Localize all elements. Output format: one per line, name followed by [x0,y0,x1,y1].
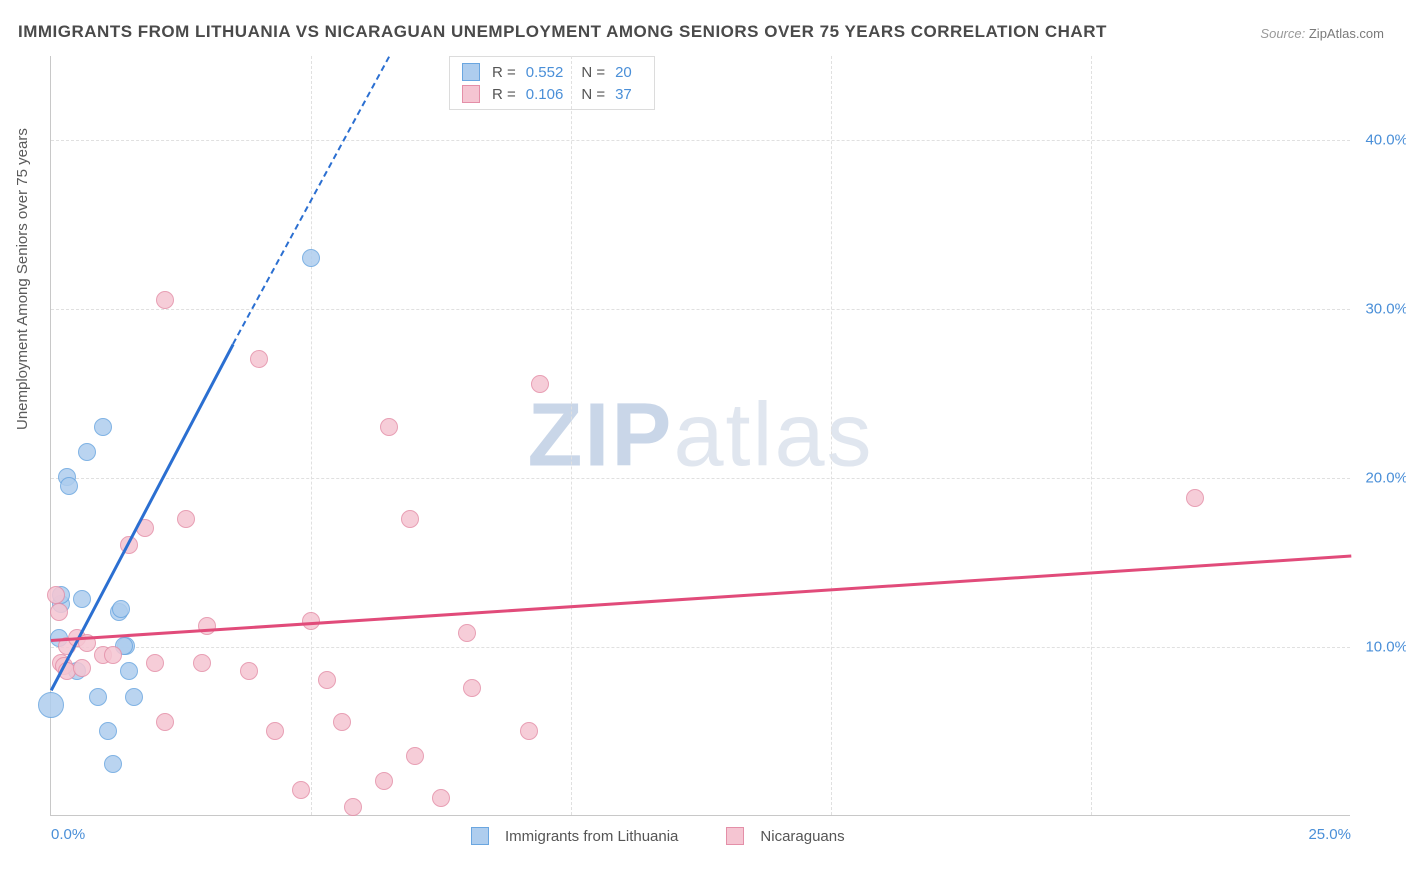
watermark: ZIPatlas [527,384,873,487]
y-tick-label: 40.0% [1358,132,1406,149]
scatter-point [50,603,68,621]
scatter-point [333,713,351,731]
scatter-point [401,510,419,528]
y-tick-label: 20.0% [1358,470,1406,487]
scatter-point [531,375,549,393]
scatter-point [99,722,117,740]
legend-stats-row: R = 0.106 N = 37 [462,83,642,105]
scatter-point [94,418,112,436]
scatter-point [156,291,174,309]
scatter-point [104,646,122,664]
x-tick-label: 25.0% [1308,826,1351,843]
legend-r-label: R = [492,86,516,103]
watermark-bold: ZIP [527,385,673,485]
trend-line [51,554,1351,641]
legend-n-value: 37 [615,86,632,103]
source-attribution: Source: ZipAtlas.com [1260,26,1384,41]
scatter-point [380,418,398,436]
scatter-point [156,713,174,731]
scatter-point [193,654,211,672]
chart-plot-area: ZIPatlas R = 0.552 N = 20 R = 0.106 N = … [50,56,1350,816]
y-axis-label: Unemployment Among Seniors over 75 years [14,128,31,430]
gridline-vertical [1091,56,1092,815]
legend-r-value: 0.106 [526,86,564,103]
gridline-vertical [311,56,312,815]
scatter-point [318,671,336,689]
scatter-point [73,659,91,677]
scatter-point [292,781,310,799]
scatter-point [432,789,450,807]
gridline-horizontal [51,140,1350,141]
legend-stats: R = 0.552 N = 20 R = 0.106 N = 37 [449,56,655,110]
scatter-point [240,662,258,680]
legend-r-label: R = [492,64,516,81]
scatter-point [38,692,64,718]
legend-n-label: N = [581,64,605,81]
scatter-point [120,662,138,680]
legend-series-label: Nicaraguans [760,828,844,845]
scatter-point [89,688,107,706]
legend-swatch [462,85,480,103]
scatter-point [463,679,481,697]
legend-r-value: 0.552 [526,64,564,81]
scatter-point [344,798,362,816]
scatter-point [78,443,96,461]
legend-series: Immigrants from Lithuania Nicaraguans [471,827,845,845]
x-tick-label: 0.0% [51,826,85,843]
scatter-point [73,590,91,608]
legend-swatch [471,827,489,845]
legend-n-label: N = [581,86,605,103]
scatter-point [458,624,476,642]
legend-stats-row: R = 0.552 N = 20 [462,61,642,83]
scatter-point [302,249,320,267]
gridline-vertical [571,56,572,815]
gridline-vertical [831,56,832,815]
scatter-point [104,755,122,773]
scatter-point [198,617,216,635]
legend-n-value: 20 [615,64,632,81]
legend-swatch [462,63,480,81]
gridline-horizontal [51,309,1350,310]
scatter-point [406,747,424,765]
scatter-point [47,586,65,604]
gridline-horizontal [51,647,1350,648]
scatter-point [1186,489,1204,507]
chart-title: IMMIGRANTS FROM LITHUANIA VS NICARAGUAN … [18,22,1107,42]
y-tick-label: 30.0% [1358,301,1406,318]
gridline-horizontal [51,478,1350,479]
source-value: ZipAtlas.com [1309,26,1384,41]
y-tick-label: 10.0% [1358,639,1406,656]
scatter-point [125,688,143,706]
legend-swatch [726,827,744,845]
scatter-point [250,350,268,368]
watermark-light: atlas [673,385,873,485]
scatter-point [177,510,195,528]
scatter-point [60,477,78,495]
source-label: Source: [1260,26,1305,41]
scatter-point [146,654,164,672]
scatter-point [520,722,538,740]
legend-series-label: Immigrants from Lithuania [505,828,678,845]
scatter-point [112,600,130,618]
scatter-point [375,772,393,790]
scatter-point [266,722,284,740]
